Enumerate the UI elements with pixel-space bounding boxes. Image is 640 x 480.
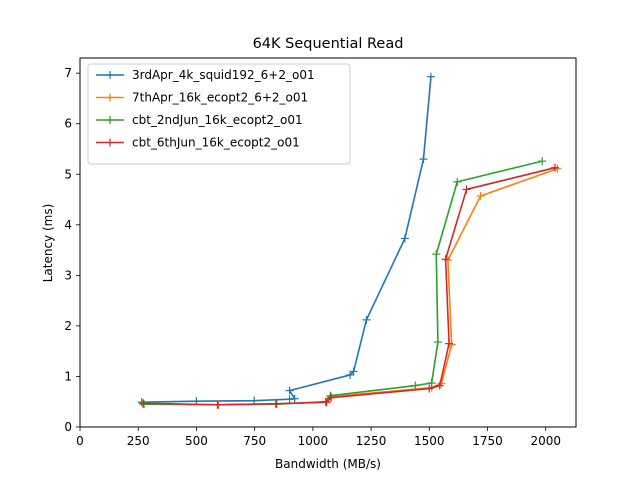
y-tick-label: 5 xyxy=(64,167,72,181)
data-point xyxy=(327,393,336,402)
data-point xyxy=(322,398,331,407)
data-point xyxy=(400,234,409,243)
x-tick-label: 250 xyxy=(127,434,150,448)
data-point xyxy=(432,250,441,259)
plot-frame xyxy=(79,57,577,428)
data-point xyxy=(433,338,442,347)
series-line xyxy=(143,166,556,406)
y-axis: 0 1 2 3 4 5 6 7 xyxy=(64,66,80,434)
data-point xyxy=(213,400,222,409)
legend-item: 3rdApr_4k_squid192_6+2_o01 xyxy=(96,68,315,82)
y-tick-label: 0 xyxy=(64,420,72,434)
data-point xyxy=(538,157,547,166)
y-tick-label: 1 xyxy=(64,369,72,383)
data-point xyxy=(285,386,294,395)
legend-label: cbt_2ndJun_16k_ecopt2_o01 xyxy=(132,113,303,127)
x-axis: 0 250 500 750 1000 1250 1500 1750 2000 xyxy=(76,427,561,448)
data-point xyxy=(349,367,358,376)
y-tick-label: 3 xyxy=(64,268,72,282)
x-tick-label: 1000 xyxy=(298,434,329,448)
y-tick-label: 7 xyxy=(64,66,72,80)
series-4 xyxy=(139,163,560,409)
legend-label: cbt_6thJun_16k_ecopt2_o01 xyxy=(132,136,300,150)
data-point xyxy=(462,185,471,194)
x-tick-label: 2000 xyxy=(530,434,561,448)
series-line xyxy=(144,160,543,406)
data-point xyxy=(453,177,462,186)
x-tick-label: 1250 xyxy=(356,434,387,448)
x-tick-label: 1500 xyxy=(414,434,445,448)
y-tick-label: 6 xyxy=(64,117,72,131)
series-line xyxy=(141,76,432,404)
legend-box xyxy=(87,63,351,165)
data-point xyxy=(427,379,436,388)
data-point xyxy=(272,399,281,408)
data-point xyxy=(139,399,148,408)
y-tick-label: 4 xyxy=(64,218,72,232)
legend-item: cbt_6thJun_16k_ecopt2_o01 xyxy=(96,136,300,150)
data-point xyxy=(441,255,450,264)
legend: 3rdApr_4k_squid192_6+2_o01 7thApr_16k_eco… xyxy=(87,63,351,165)
x-tick-label: 500 xyxy=(185,434,208,448)
y-tick-label: 2 xyxy=(64,319,72,333)
y-axis-label: Latency (ms) xyxy=(41,204,55,283)
data-point xyxy=(346,370,355,379)
series-line xyxy=(142,167,558,406)
chart-title: 64K Sequential Read xyxy=(253,36,404,52)
legend-label: 3rdApr_4k_squid192_6+2_o01 xyxy=(132,68,315,82)
x-tick-label: 0 xyxy=(76,434,84,448)
data-point xyxy=(551,163,560,172)
data-point xyxy=(426,72,435,81)
x-tick-label: 750 xyxy=(243,434,266,448)
legend-item: 7thApr_16k_ecopt2_6+2_o01 xyxy=(96,91,308,105)
data-point xyxy=(362,315,371,324)
data-point xyxy=(411,381,420,390)
x-tick-label: 1750 xyxy=(472,434,503,448)
data-point xyxy=(140,400,149,409)
data-point xyxy=(476,191,485,200)
plot-area xyxy=(137,72,562,409)
data-point xyxy=(425,384,434,393)
legend-label: 7thApr_16k_ecopt2_6+2_o01 xyxy=(132,91,308,105)
data-point xyxy=(290,394,299,403)
legend-item: cbt_2ndJun_16k_ecopt2_o01 xyxy=(96,113,303,127)
data-point xyxy=(445,339,454,348)
data-point xyxy=(435,381,444,390)
x-axis-label: Bandwidth (MB/s) xyxy=(275,457,381,471)
data-point xyxy=(419,155,428,164)
series-1 xyxy=(137,72,435,407)
